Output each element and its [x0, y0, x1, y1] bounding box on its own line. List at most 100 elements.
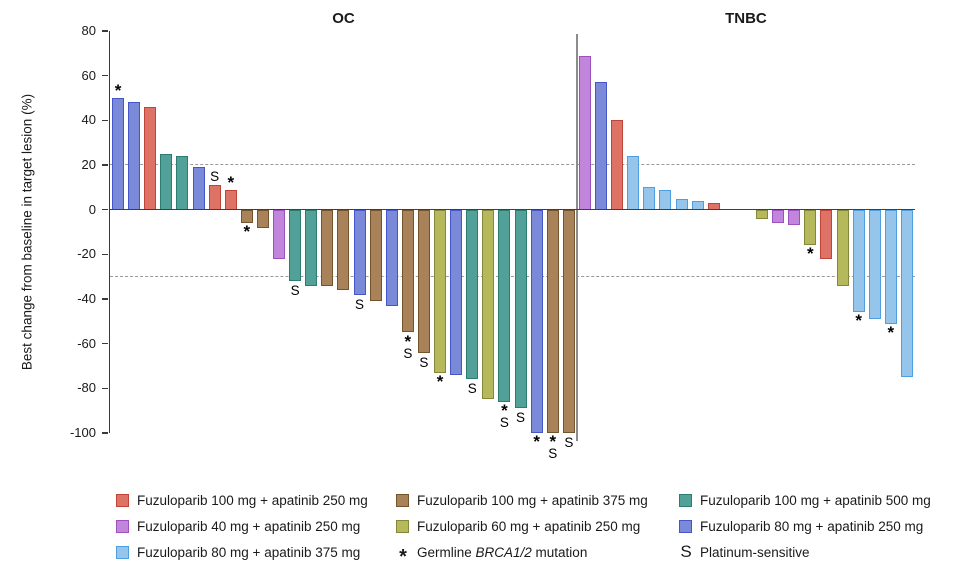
bar [289, 209, 302, 282]
bar [659, 189, 672, 210]
bar [466, 209, 479, 380]
bar [224, 189, 237, 210]
bar-annotation: * [105, 81, 131, 100]
bar-annotation: * S [540, 433, 566, 461]
bar [836, 209, 849, 286]
legend-label: Fuzuloparib 100 mg + apatinib 500 mg [700, 492, 931, 508]
legend-label: Fuzuloparib 40 mg + apatinib 250 mg [137, 518, 361, 534]
bar [546, 209, 559, 433]
bar [643, 187, 656, 210]
platinum-sensitive-marker: S [516, 410, 526, 426]
panel-tnbc: TNBC * * * [577, 10, 915, 433]
zero-line [110, 208, 915, 211]
legend-label: Fuzuloparib 80 mg + apatinib 250 mg [700, 518, 924, 534]
legend-label: Fuzuloparib 100 mg + apatinib 250 mg [137, 492, 368, 508]
platinum-sensitive-marker: S [548, 446, 558, 461]
panel-title-oc: OC [332, 10, 355, 27]
bar [514, 209, 527, 409]
brca-mutation-marker: * [436, 371, 444, 391]
bar-annotation: S [508, 410, 534, 426]
bar [128, 102, 141, 210]
bar [627, 156, 640, 210]
y-tick-label: -60 [77, 335, 96, 351]
y-tick-label: -40 [77, 291, 96, 306]
brca-mutation-marker: * [114, 81, 122, 100]
bar-annotation: S [556, 435, 582, 450]
bar [144, 106, 157, 210]
legend-item: Fuzuloparib 80 mg + apatinib 375 mg [116, 539, 368, 565]
bar [369, 209, 382, 302]
legend-swatch [679, 519, 692, 533]
y-tick-mark [102, 208, 108, 211]
y-tick-mark [102, 253, 108, 256]
legend-swatch [116, 493, 129, 507]
bar-annotation: * [427, 371, 453, 391]
bar-annotation: * [846, 311, 872, 331]
bar [353, 209, 366, 295]
bar [450, 209, 463, 375]
y-tick-mark [102, 164, 108, 166]
legend-label: Fuzuloparib 80 mg + apatinib 375 mg [137, 544, 361, 560]
bar [804, 209, 817, 246]
bar-annotation: S [202, 170, 228, 184]
y-tick-label: 40 [81, 112, 96, 128]
y-tick-label: -20 [77, 246, 96, 262]
y-tick-label: 0 [88, 201, 96, 217]
y-tick-mark [102, 74, 108, 77]
bar [305, 209, 318, 286]
legend-swatch [679, 493, 692, 507]
legend-column: Fuzuloparib 100 mg + apatinib 250 mg Fuzu… [116, 487, 368, 565]
bar [788, 209, 801, 226]
bar [900, 209, 913, 378]
y-tick-mark [102, 119, 108, 122]
ref-line-plus20 [110, 164, 915, 166]
bar-annotation: * [218, 174, 244, 191]
legend-item: Fuzuloparib 100 mg + apatinib 375 mg [396, 487, 648, 513]
bar-annotation: S [411, 354, 437, 370]
bar [611, 120, 624, 210]
y-tick-mark [102, 432, 108, 434]
legend-label: Fuzuloparib 60 mg + apatinib 250 mg [417, 518, 641, 534]
y-tick-mark [102, 298, 108, 300]
bar [772, 209, 785, 224]
legend-column: Fuzuloparib 100 mg + apatinib 375 mg Fuzu… [396, 487, 648, 568]
legend: Fuzuloparib 100 mg + apatinib 250 mg Fuzu… [0, 487, 976, 573]
bar [530, 209, 543, 433]
bar-annotation: * [524, 432, 550, 451]
legend-swatch [116, 545, 129, 559]
bar [595, 82, 608, 210]
brca-mutation-marker: * [533, 432, 540, 451]
legend-item: Fuzuloparib 100 mg + apatinib 250 mg [116, 487, 368, 513]
legend-item: Fuzuloparib 60 mg + apatinib 250 mg [396, 513, 648, 539]
bar-annotation: * S [395, 333, 421, 360]
panel-oc: OC * S * * S S * S S * S * S S * * S S [110, 10, 577, 460]
legend-label: Fuzuloparib 100 mg + apatinib 375 mg [417, 492, 648, 508]
bar [434, 209, 447, 373]
bar [756, 209, 769, 219]
brca-mutation-marker: * [887, 322, 895, 342]
bar [578, 55, 591, 210]
plot-area: 80 60 40 20 0 -20 -40 -60 -80 -100 OC * S * * S S * S S * S * S… [70, 10, 915, 460]
bar [385, 209, 398, 306]
bar [321, 209, 334, 286]
panel-title-tnbc: TNBC [725, 10, 767, 27]
platinum-sensitive-marker: S [564, 435, 574, 450]
bar [208, 185, 221, 210]
ref-line-minus30 [110, 275, 915, 277]
bar [240, 209, 253, 224]
bar [852, 209, 865, 313]
bar [337, 209, 350, 291]
legend-symbol-star: * [399, 545, 407, 568]
legend-label: Germline BRCA1/2 mutation [417, 544, 588, 560]
brca-mutation-marker: * [807, 244, 814, 264]
legend-swatch [396, 519, 409, 533]
platinum-sensitive-marker: S [419, 354, 429, 370]
bar [160, 153, 173, 210]
brca-mutation-marker: * [855, 311, 862, 331]
legend-label: Platinum-sensitive [700, 544, 810, 560]
platinum-sensitive-marker: S [290, 283, 300, 299]
legend-item: S Platinum-sensitive [679, 539, 931, 565]
bar-annotation: * [878, 322, 904, 342]
bar [868, 209, 881, 320]
